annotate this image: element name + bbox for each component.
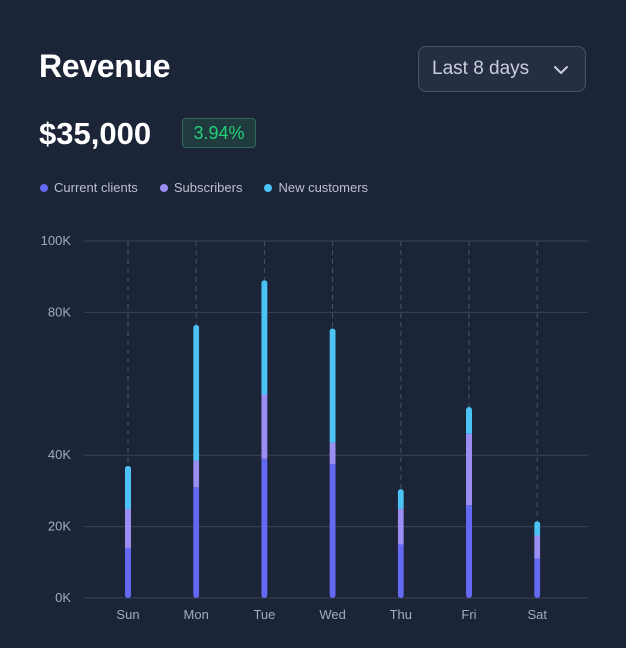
- bar-segment-new-customers: [329, 328, 336, 443]
- chart-legend: Current clients Subscribers New customer…: [40, 180, 390, 195]
- page-title: Revenue: [39, 48, 171, 84]
- legend-item-current-clients: Current clients: [40, 180, 138, 195]
- legend-item-new-customers: New customers: [264, 180, 368, 195]
- bar-segment-new-customers: [261, 280, 268, 395]
- y-tick-label: 100K: [41, 233, 72, 248]
- legend-item-subscribers: Subscribers: [159, 180, 243, 195]
- x-tick-label: Sat: [527, 607, 547, 622]
- legend-label: Current clients: [54, 180, 138, 195]
- bar-segment-subscribers: [466, 433, 472, 506]
- x-tick-label: Thu: [390, 607, 412, 622]
- date-range-dropdown[interactable]: Last 8 days: [418, 46, 586, 92]
- bar-segment-current-clients: [125, 548, 131, 598]
- legend-dot: [264, 183, 273, 192]
- bar-segment-new-customers: [466, 407, 472, 434]
- x-tick-label: Mon: [184, 607, 209, 622]
- bar-segment-new-customers: [125, 465, 131, 509]
- bar-segment-new-customers: [193, 324, 200, 461]
- date-range-label: Last 8 days: [432, 58, 530, 79]
- legend-label: Subscribers: [173, 180, 243, 195]
- bar-segment-subscribers: [329, 442, 336, 465]
- x-tick-label: Tue: [253, 607, 275, 622]
- y-tick-label: 40K: [48, 447, 71, 462]
- y-tick-label: 0K: [55, 590, 71, 605]
- y-tick-label: 20K: [48, 519, 71, 534]
- bar-segment-current-clients: [466, 505, 472, 598]
- bar-segment-current-clients: [261, 458, 268, 598]
- bar-segment-subscribers: [125, 508, 131, 549]
- x-tick-label: Wed: [319, 607, 346, 622]
- bar-segment-current-clients: [397, 544, 404, 598]
- y-tick-label: 80K: [48, 304, 71, 319]
- bar-segment-new-customers: [397, 489, 404, 509]
- x-tick-label: Fri: [461, 607, 476, 622]
- bar-segment-subscribers: [261, 394, 268, 459]
- bar-segment-current-clients: [534, 558, 541, 598]
- legend-dot: [159, 183, 168, 192]
- chevron-down-icon: [553, 62, 569, 84]
- bar-segment-subscribers: [534, 535, 541, 559]
- x-tick-label: Sun: [116, 607, 139, 622]
- bar-segment-subscribers: [193, 460, 200, 488]
- bar-segment-new-customers: [534, 521, 541, 536]
- bar-segment-subscribers: [397, 508, 404, 545]
- change-badge: 3.94%: [182, 118, 256, 148]
- legend-label: New customers: [278, 180, 369, 195]
- revenue-amount: $35,000: [39, 116, 152, 151]
- bar-segment-current-clients: [329, 464, 336, 598]
- bar-segment-current-clients: [193, 487, 200, 598]
- legend-dot: [40, 183, 48, 192]
